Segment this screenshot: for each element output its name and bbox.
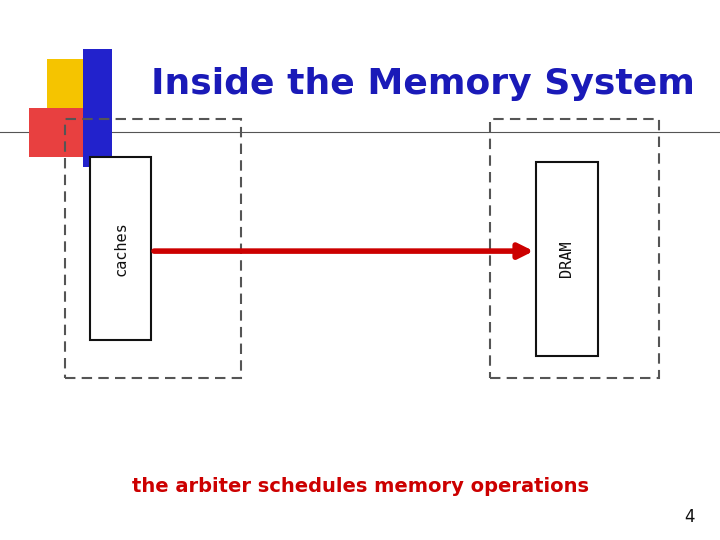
Bar (90, 157, 151, 340)
Text: the arbiter schedules memory operations: the arbiter schedules memory operations (132, 476, 588, 496)
Text: 4: 4 (684, 509, 695, 526)
Text: DRAM: DRAM (559, 241, 575, 278)
Bar (490, 119, 659, 378)
Text: Inside the Memory System: Inside the Memory System (151, 67, 695, 100)
Bar (29, 108, 83, 157)
Bar (65, 119, 241, 378)
Bar (536, 162, 598, 356)
Bar (83, 49, 112, 167)
Bar (47, 59, 101, 113)
Text: caches: caches (113, 221, 128, 276)
